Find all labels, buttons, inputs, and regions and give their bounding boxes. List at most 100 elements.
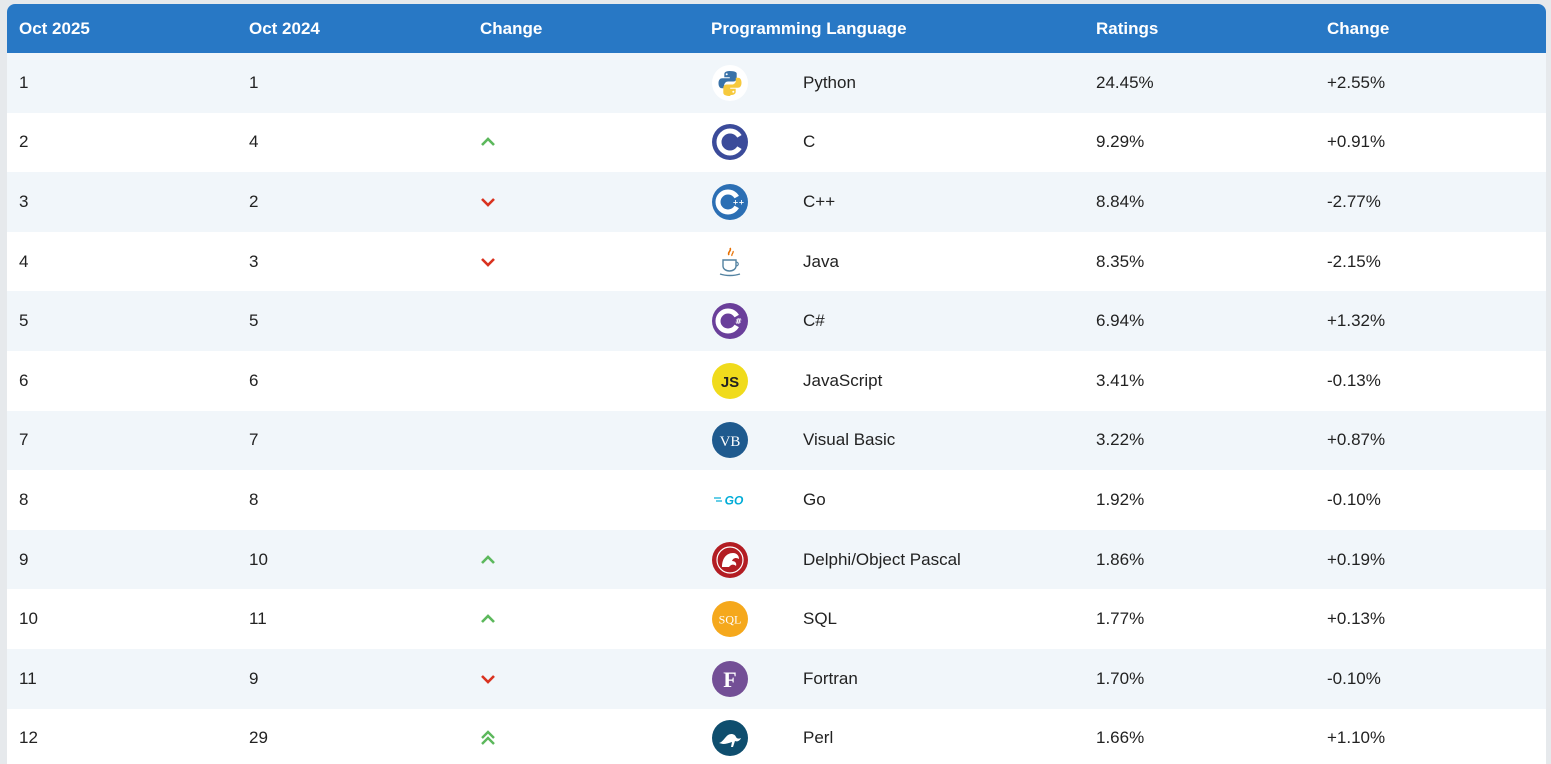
svg-text:GO: GO — [725, 493, 744, 507]
rank-oct-2025: 3 — [19, 191, 29, 211]
rank-oct-2024: 3 — [249, 251, 259, 271]
table-row[interactable]: 8 8 GO Go 1.92% -0.10% — [7, 470, 1546, 530]
rating-value: 1.86% — [1096, 549, 1145, 569]
csharp-logo-icon: # — [699, 291, 791, 351]
rating-value: 1.77% — [1096, 609, 1145, 629]
table-row[interactable]: 12 29 Perl 1.66% +1.10% — [7, 708, 1546, 764]
table-header-row: Oct 2025 Oct 2024 Change Programming Lan… — [7, 4, 1546, 53]
ranking-table-container: Oct 2025 Oct 2024 Change Programming Lan… — [7, 4, 1546, 764]
rating-change: -2.77% — [1327, 191, 1381, 211]
rating-value: 3.22% — [1096, 430, 1145, 450]
rank-oct-2024: 9 — [249, 668, 259, 688]
double-arrow-up-icon — [468, 709, 699, 764]
rank-oct-2025: 11 — [19, 668, 37, 688]
arrow-up-icon — [468, 589, 699, 649]
rating-value: 3.41% — [1096, 370, 1145, 390]
svg-text:#: # — [735, 317, 742, 326]
language-name[interactable]: Go — [803, 489, 826, 509]
table-row[interactable]: 7 7 VB Visual Basic 3.22% +0.87% — [7, 410, 1546, 471]
rank-oct-2024: 4 — [249, 132, 259, 152]
arrow-down-icon — [468, 232, 699, 292]
rank-oct-2024: 2 — [249, 191, 259, 211]
language-name[interactable]: Visual Basic — [803, 430, 896, 450]
svg-text:SQL: SQL — [719, 613, 742, 627]
language-name[interactable]: Python — [803, 72, 856, 92]
no-change — [468, 53, 699, 113]
svg-text:VB: VB — [720, 434, 741, 450]
rating-change: +2.55% — [1327, 72, 1386, 92]
language-name[interactable]: SQL — [803, 609, 838, 629]
rank-oct-2025: 6 — [19, 370, 29, 390]
language-name[interactable]: JavaScript — [803, 370, 883, 390]
rank-oct-2025: 4 — [19, 251, 29, 271]
rating-change: +0.19% — [1327, 549, 1386, 569]
header-oct-2024[interactable]: Oct 2024 — [249, 18, 320, 38]
rank-oct-2024: 10 — [249, 549, 268, 569]
rating-value: 24.45% — [1096, 72, 1154, 92]
rank-oct-2025: 7 — [19, 430, 29, 450]
table-row[interactable]: 9 10 Delphi/Object Pascal 1.86% +0.19% — [7, 529, 1546, 590]
table-row[interactable]: 2 4 C 9.29% +0.91% — [7, 112, 1546, 173]
language-name[interactable]: Perl — [803, 728, 834, 748]
no-change — [468, 291, 699, 351]
table-row[interactable]: 6 6 JS JavaScript 3.41% -0.13% — [7, 350, 1546, 411]
header-change[interactable]: Change — [480, 18, 543, 38]
table-row[interactable]: 1 1 Python 24.45% +2.55% — [7, 53, 1546, 113]
rank-oct-2024: 6 — [249, 370, 259, 390]
rank-oct-2024: 7 — [249, 430, 259, 450]
rating-change: -0.10% — [1327, 668, 1381, 688]
no-change — [468, 411, 699, 471]
header-ratings[interactable]: Ratings — [1096, 18, 1159, 38]
table-row[interactable]: 10 11 SQL SQL 1.77% +0.13% — [7, 589, 1546, 649]
rating-change: -0.10% — [1327, 489, 1381, 509]
c-logo-icon — [699, 113, 791, 173]
header-programming-language[interactable]: Programming Language — [711, 18, 907, 38]
language-name[interactable]: C# — [803, 311, 825, 331]
arrow-up-icon — [468, 530, 699, 590]
table-row[interactable]: 4 3 Java 8.35% -2.15% — [7, 231, 1546, 292]
rank-oct-2024: 29 — [249, 728, 268, 748]
java-logo-icon — [699, 232, 791, 292]
visual-basic-logo-icon: VB — [699, 411, 791, 471]
rating-change: +0.91% — [1327, 132, 1386, 152]
rank-oct-2025: 1 — [19, 72, 29, 92]
no-change — [468, 470, 699, 530]
rating-value: 8.35% — [1096, 251, 1145, 271]
rank-oct-2025: 8 — [19, 489, 29, 509]
header-oct-2025[interactable]: Oct 2025 — [19, 18, 90, 38]
table-row[interactable]: 11 9 F Fortran 1.70% -0.10% — [7, 648, 1546, 709]
svg-text:JS: JS — [721, 374, 739, 391]
arrow-up-icon — [468, 113, 699, 173]
rating-value: 1.66% — [1096, 728, 1145, 748]
table-row[interactable]: 3 2 ++ C++ 8.84% -2.77% — [7, 172, 1546, 232]
rank-oct-2024: 11 — [249, 609, 267, 629]
table-row[interactable]: 5 5 # C# 6.94% +1.32% — [7, 291, 1546, 351]
rating-change: +0.87% — [1327, 430, 1386, 450]
rating-change: -0.13% — [1327, 370, 1381, 390]
rating-change: +1.32% — [1327, 311, 1386, 331]
sql-logo-icon: SQL — [699, 589, 791, 649]
rank-oct-2025: 12 — [19, 728, 38, 748]
rank-oct-2024: 5 — [249, 311, 259, 331]
rank-oct-2025: 5 — [19, 311, 29, 331]
rating-change: +0.13% — [1327, 609, 1386, 629]
rating-value: 6.94% — [1096, 311, 1145, 331]
arrow-down-icon — [468, 649, 699, 709]
rank-oct-2025: 9 — [19, 549, 29, 569]
rank-oct-2025: 10 — [19, 609, 38, 629]
rating-change: -2.15% — [1327, 251, 1381, 271]
rank-oct-2024: 1 — [249, 72, 259, 92]
svg-text:++: ++ — [733, 198, 745, 206]
language-name[interactable]: C++ — [803, 191, 836, 211]
language-name[interactable]: Java — [803, 251, 839, 271]
javascript-logo-icon: JS — [699, 351, 791, 411]
no-change — [468, 351, 699, 411]
language-name[interactable]: C — [803, 132, 816, 152]
rating-value: 8.84% — [1096, 191, 1145, 211]
header-rating-change[interactable]: Change — [1327, 18, 1390, 38]
delphi-logo-icon — [699, 530, 791, 590]
language-name[interactable]: Delphi/Object Pascal — [803, 549, 961, 569]
rating-value: 9.29% — [1096, 132, 1145, 152]
svg-text:F: F — [723, 667, 736, 692]
language-name[interactable]: Fortran — [803, 668, 858, 688]
